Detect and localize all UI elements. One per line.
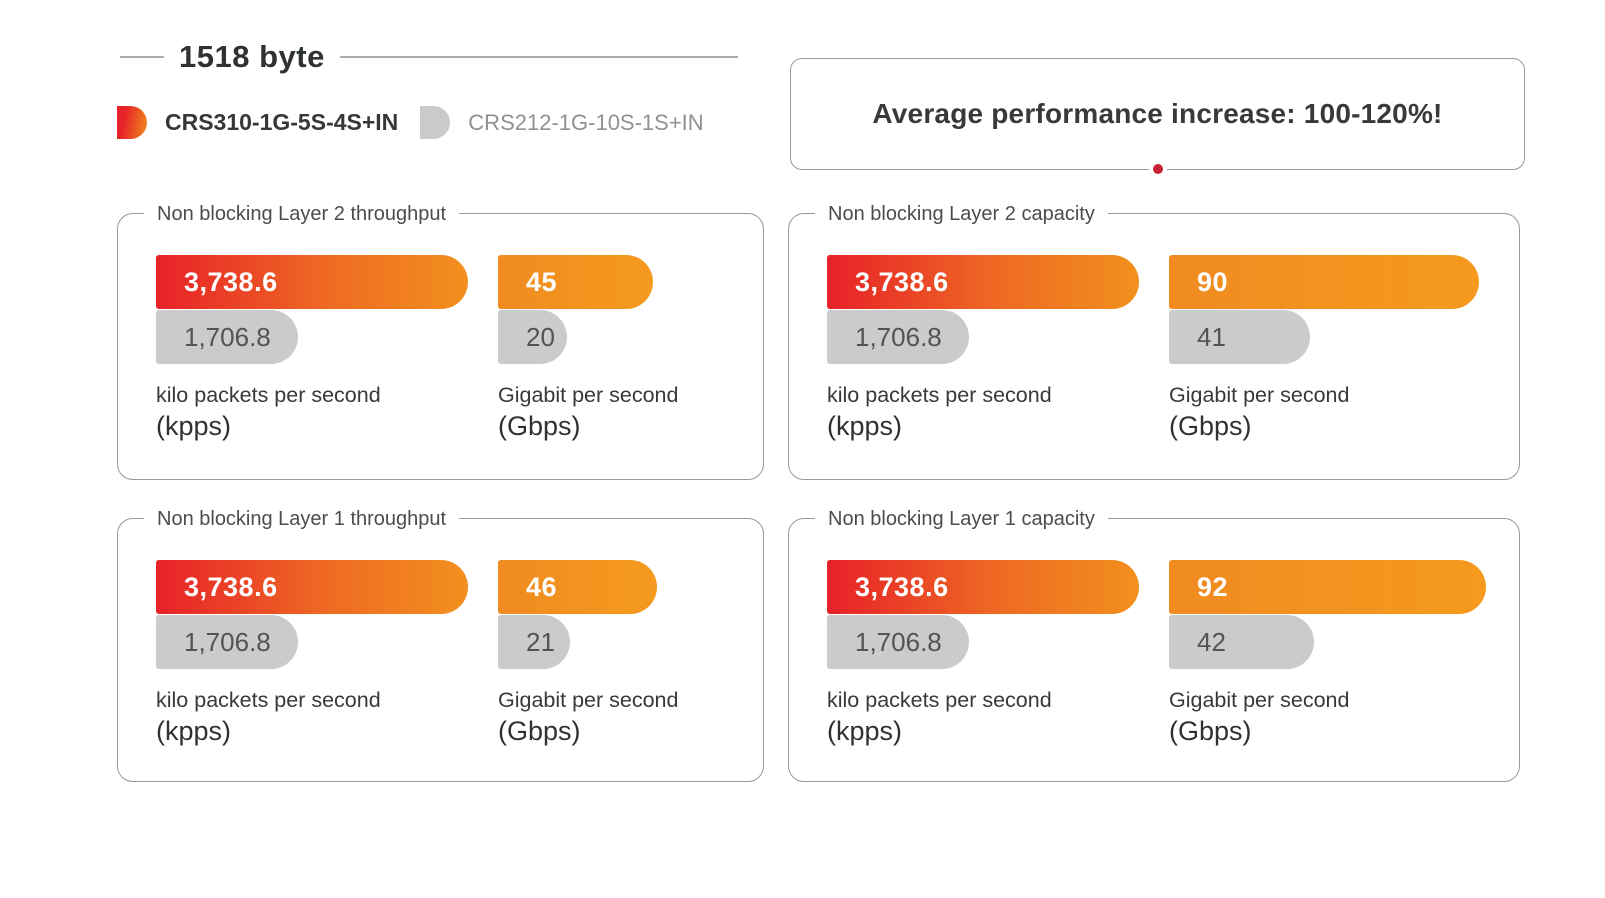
metric-group-kpps: 3,738.6 1,706.8 kilo packets per second … <box>827 560 1139 747</box>
bar-value: 41 <box>1197 321 1226 352</box>
panel-layer2-capacity: Non blocking Layer 2 capacity 3,738.6 1,… <box>788 199 1520 480</box>
metric-group-gbps: 45 20 Gigabit per second (Gbps) <box>498 255 815 442</box>
unit-label: kilo packets per second <box>827 383 1052 407</box>
bar-value: 3,738.6 <box>855 266 949 297</box>
bar-crs212: 1,706.8 <box>827 310 970 364</box>
legend-label-crs212: CRS212-1G-10S-1S+IN <box>468 109 704 135</box>
banner-text: Average performance increase: 100-120%! <box>872 98 1443 129</box>
bar-crs310: 3,738.6 <box>827 560 1139 614</box>
bar-value: 21 <box>526 626 555 657</box>
unit-label: kilo packets per second <box>156 383 381 407</box>
panel-body: 3,738.6 1,706.8 kilo packets per second … <box>789 214 1519 442</box>
title-rule-right <box>339 56 738 58</box>
legend-item-crs212: CRS212-1G-10S-1S+IN <box>420 106 704 139</box>
bar-crs212: 41 <box>1169 310 1311 364</box>
panel-layer1-capacity: Non blocking Layer 1 capacity 3,738.6 1,… <box>788 504 1520 782</box>
unit-label: kilo packets per second <box>156 688 381 712</box>
bar-value: 3,738.6 <box>855 571 949 602</box>
unit-abbr: (Gbps) <box>498 411 581 441</box>
unit-abbr: (Gbps) <box>1169 411 1252 441</box>
bar-value: 90 <box>1197 266 1229 297</box>
page-title: 1518 byte <box>179 39 325 74</box>
bar-crs310: 3,738.6 <box>156 560 468 614</box>
bar-value: 92 <box>1197 571 1229 602</box>
gray-swatch-icon <box>420 106 451 139</box>
bar-value: 20 <box>526 321 555 352</box>
bar-crs212: 1,706.8 <box>827 615 970 669</box>
metric-group-gbps: 92 42 Gigabit per second (Gbps) <box>1169 560 1486 747</box>
bar-value: 1,706.8 <box>184 626 271 657</box>
bar-value: 45 <box>526 266 558 297</box>
panel-layer1-throughput: Non blocking Layer 1 throughput 3,738.6 … <box>117 504 764 782</box>
bar-crs212: 42 <box>1169 615 1314 669</box>
header: 1518 byte <box>120 38 738 76</box>
legend-label-crs310: CRS310-1G-5S-4S+IN <box>165 109 399 135</box>
unit-label: Gigabit per second <box>498 383 679 407</box>
bar-crs310: 45 <box>498 255 654 309</box>
bar-value: 3,738.6 <box>184 571 278 602</box>
unit-abbr: (kpps) <box>156 716 232 746</box>
unit-label: Gigabit per second <box>1169 383 1350 407</box>
bar-crs212: 21 <box>498 615 571 669</box>
gradient-swatch-icon <box>117 106 147 139</box>
bar-crs212: 1,706.8 <box>156 615 299 669</box>
metric-group-gbps: 90 41 Gigabit per second (Gbps) <box>1169 255 1486 442</box>
unit-label: Gigabit per second <box>1169 688 1350 712</box>
metric-group-kpps: 3,738.6 1,706.8 kilo packets per second … <box>156 255 468 442</box>
panel-body: 3,738.6 1,706.8 kilo packets per second … <box>118 519 763 747</box>
unit-abbr: (Gbps) <box>1169 716 1252 746</box>
bar-value: 42 <box>1197 626 1226 657</box>
bar-crs310: 46 <box>498 560 657 614</box>
panel-body: 3,738.6 1,706.8 kilo packets per second … <box>118 214 763 442</box>
bar-crs212: 1,706.8 <box>156 310 299 364</box>
bar-value: 3,738.6 <box>184 266 278 297</box>
red-dot-icon <box>1152 164 1163 174</box>
bar-value: 1,706.8 <box>184 321 271 352</box>
unit-label: kilo packets per second <box>827 688 1052 712</box>
bar-crs212: 20 <box>498 310 567 364</box>
legend: CRS310-1G-5S-4S+IN CRS212-1G-10S-1S+IN <box>117 106 704 139</box>
metric-group-kpps: 3,738.6 1,706.8 kilo packets per second … <box>156 560 468 747</box>
unit-abbr: (kpps) <box>156 411 232 441</box>
metric-group-kpps: 3,738.6 1,706.8 kilo packets per second … <box>827 255 1139 442</box>
bar-value: 46 <box>526 571 558 602</box>
panel-title: Non blocking Layer 1 throughput <box>144 504 460 534</box>
performance-banner: Average performance increase: 100-120%! <box>790 58 1525 174</box>
bar-value: 1,706.8 <box>855 321 942 352</box>
unit-abbr: (kpps) <box>827 716 903 746</box>
bar-crs310: 90 <box>1169 255 1480 309</box>
bar-crs310: 3,738.6 <box>156 255 468 309</box>
unit-abbr: (Gbps) <box>498 716 581 746</box>
panel-title: Non blocking Layer 1 capacity <box>815 504 1108 534</box>
bar-crs310: 92 <box>1169 560 1486 614</box>
title-rule-left <box>120 56 164 58</box>
unit-label: Gigabit per second <box>498 688 679 712</box>
unit-abbr: (kpps) <box>827 411 903 441</box>
metric-group-gbps: 46 21 Gigabit per second (Gbps) <box>498 560 815 747</box>
panel-body: 3,738.6 1,706.8 kilo packets per second … <box>789 519 1519 747</box>
legend-item-crs310: CRS310-1G-5S-4S+IN <box>117 106 398 139</box>
bar-crs310: 3,738.6 <box>827 255 1139 309</box>
panel-layer2-throughput: Non blocking Layer 2 throughput 3,738.6 … <box>117 199 764 480</box>
panel-title: Non blocking Layer 2 throughput <box>144 199 460 229</box>
bar-value: 1,706.8 <box>855 626 942 657</box>
panel-title: Non blocking Layer 2 capacity <box>815 199 1108 229</box>
